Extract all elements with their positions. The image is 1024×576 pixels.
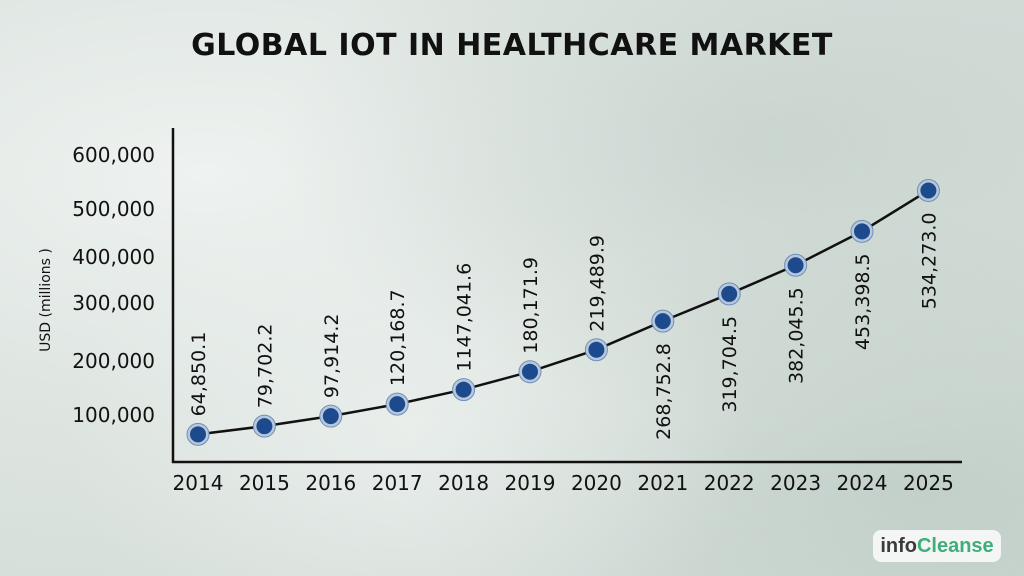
- x-tick-label: 2023: [770, 471, 821, 495]
- y-tick-label: 300,000: [72, 291, 155, 315]
- x-tick-label: 2019: [505, 471, 556, 495]
- data-label: 79,702.2: [254, 324, 276, 409]
- x-tick-label: 2015: [239, 471, 290, 495]
- logo-text-cleanse: Cleanse: [916, 535, 994, 557]
- x-tick-label: 2020: [571, 471, 622, 495]
- data-point: [920, 182, 937, 199]
- infocleanse-logo: infoCleanse: [873, 530, 1001, 562]
- data-point: [588, 341, 605, 358]
- data-label: 268,752.8: [653, 343, 675, 440]
- logo-text-info: info: [880, 535, 917, 557]
- chart-title: GLOBAL IOT IN HEALTHCARE MARKET: [191, 28, 833, 63]
- data-label: 1147,041.6: [454, 263, 476, 372]
- y-tick-label: 100,000: [72, 403, 155, 427]
- data-point: [455, 381, 472, 398]
- data-point: [654, 313, 671, 330]
- data-point: [522, 363, 538, 380]
- y-tick-label: 500,000: [72, 197, 155, 221]
- y-tick-label: 200,000: [72, 349, 155, 373]
- y-tick-label: 400,000: [72, 245, 155, 269]
- y-tick-label: 600,000: [72, 143, 155, 167]
- data-label: 219,489.9: [586, 235, 608, 332]
- x-tick-label: 2016: [305, 471, 356, 495]
- y-axis-label: USD (millions ): [38, 248, 54, 352]
- data-label: 97,914.2: [321, 314, 343, 399]
- x-tick-label: 2025: [903, 471, 954, 495]
- data-label: 319,704.5: [719, 316, 741, 413]
- data-point: [256, 418, 273, 435]
- x-tick-label: 2022: [704, 471, 755, 495]
- x-tick-label: 2021: [637, 471, 688, 495]
- data-point: [190, 426, 206, 443]
- x-tick-label: 2017: [372, 471, 423, 495]
- x-tick-label: 2024: [837, 471, 888, 495]
- data-label: 120,168.7: [387, 289, 409, 386]
- x-tick-label: 2014: [173, 471, 224, 495]
- x-tick-label: 2018: [438, 471, 489, 495]
- data-label: 180,171.9: [520, 257, 542, 354]
- data-point: [854, 223, 870, 240]
- data-label: 382,045.5: [786, 287, 808, 384]
- data-point: [389, 396, 406, 413]
- data-label: 453,398.5: [852, 253, 874, 350]
- data-label: 534,273.0: [918, 212, 940, 309]
- data-point: [322, 408, 339, 425]
- data-label: 64,850.1: [188, 332, 210, 417]
- data-point: [787, 257, 804, 274]
- data-point: [721, 285, 738, 302]
- series-line: [197, 189, 930, 436]
